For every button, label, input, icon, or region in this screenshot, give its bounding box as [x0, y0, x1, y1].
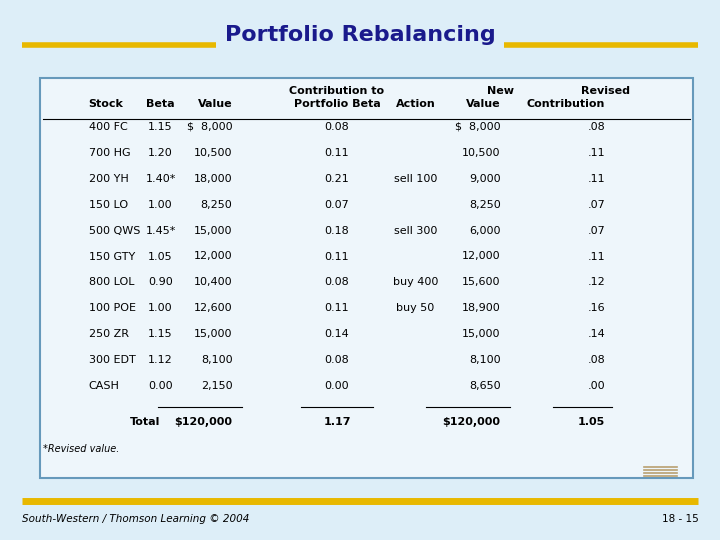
Text: 250 ZR: 250 ZR — [89, 329, 129, 339]
Text: 0.08: 0.08 — [325, 278, 349, 287]
Text: 100 POE: 100 POE — [89, 303, 135, 313]
Text: 0.11: 0.11 — [325, 148, 349, 158]
Text: .08: .08 — [588, 122, 605, 132]
Text: 15,000: 15,000 — [194, 226, 233, 235]
Text: buy 400: buy 400 — [393, 278, 438, 287]
Text: Action: Action — [395, 99, 436, 109]
Text: *Revised value.: *Revised value. — [43, 444, 120, 454]
Text: 12,600: 12,600 — [194, 303, 233, 313]
Text: 1.00: 1.00 — [148, 200, 173, 210]
Text: New: New — [487, 85, 514, 96]
Text: .11: .11 — [588, 252, 605, 261]
Text: buy 50: buy 50 — [397, 303, 435, 313]
Text: Portfolio Rebalancing: Portfolio Rebalancing — [225, 25, 495, 45]
Text: 8,650: 8,650 — [469, 381, 500, 391]
Text: 0.07: 0.07 — [325, 200, 349, 210]
Text: 1.05: 1.05 — [148, 252, 173, 261]
Text: 12,000: 12,000 — [194, 252, 233, 261]
Text: Contribution to: Contribution to — [289, 85, 384, 96]
Text: 200 YH: 200 YH — [89, 174, 128, 184]
Text: 0.14: 0.14 — [325, 329, 349, 339]
Text: Contribution: Contribution — [527, 99, 605, 109]
Text: 1.12: 1.12 — [148, 355, 173, 365]
Text: 15,600: 15,600 — [462, 278, 500, 287]
Text: 15,000: 15,000 — [194, 329, 233, 339]
Text: Beta: Beta — [146, 99, 175, 109]
Text: .16: .16 — [588, 303, 605, 313]
Text: 6,000: 6,000 — [469, 226, 500, 235]
Text: Value: Value — [198, 99, 233, 109]
Text: $  8,000: $ 8,000 — [186, 122, 233, 132]
Text: 18,000: 18,000 — [194, 174, 233, 184]
Text: 500 QWS: 500 QWS — [89, 226, 140, 235]
Text: 1.00: 1.00 — [148, 303, 173, 313]
Text: $  8,000: $ 8,000 — [455, 122, 500, 132]
Text: .00: .00 — [588, 381, 605, 391]
Text: .07: .07 — [588, 226, 605, 235]
Text: 18,900: 18,900 — [462, 303, 500, 313]
Text: 150 GTY: 150 GTY — [89, 252, 135, 261]
Text: 1.05: 1.05 — [578, 417, 605, 427]
Text: 0.90: 0.90 — [148, 278, 173, 287]
Text: 0.00: 0.00 — [325, 381, 349, 391]
Text: South-Western / Thomson Learning © 2004: South-Western / Thomson Learning © 2004 — [22, 515, 249, 524]
Text: 150 LO: 150 LO — [89, 200, 127, 210]
Text: 800 LOL: 800 LOL — [89, 278, 134, 287]
Text: 9,000: 9,000 — [469, 174, 500, 184]
Text: 0.18: 0.18 — [325, 226, 349, 235]
Text: 8,250: 8,250 — [469, 200, 500, 210]
Text: 1.15: 1.15 — [148, 122, 173, 132]
Text: 1.20: 1.20 — [148, 148, 173, 158]
Text: 2,150: 2,150 — [201, 381, 233, 391]
Text: sell 100: sell 100 — [394, 174, 437, 184]
Text: Total: Total — [130, 417, 161, 427]
Text: $120,000: $120,000 — [443, 417, 500, 427]
Text: 0.00: 0.00 — [148, 381, 173, 391]
Text: 700 HG: 700 HG — [89, 148, 130, 158]
Text: .07: .07 — [588, 200, 605, 210]
Text: CASH: CASH — [89, 381, 120, 391]
Text: .08: .08 — [588, 355, 605, 365]
Text: 1.15: 1.15 — [148, 329, 173, 339]
Text: 0.08: 0.08 — [325, 355, 349, 365]
Text: 0.08: 0.08 — [325, 122, 349, 132]
Text: Value: Value — [466, 99, 500, 109]
Text: Revised: Revised — [580, 85, 629, 96]
Text: 12,000: 12,000 — [462, 252, 500, 261]
Text: Stock: Stock — [89, 99, 124, 109]
Text: 8,250: 8,250 — [201, 200, 233, 210]
Text: $120,000: $120,000 — [174, 417, 233, 427]
Text: .14: .14 — [588, 329, 605, 339]
Text: 0.11: 0.11 — [325, 252, 349, 261]
Text: sell 300: sell 300 — [394, 226, 437, 235]
Text: 10,500: 10,500 — [194, 148, 233, 158]
Text: .12: .12 — [588, 278, 605, 287]
Text: Portfolio Beta: Portfolio Beta — [294, 99, 380, 109]
Text: 400 FC: 400 FC — [89, 122, 127, 132]
Text: 10,400: 10,400 — [194, 278, 233, 287]
Text: 8,100: 8,100 — [469, 355, 500, 365]
Text: 18 - 15: 18 - 15 — [662, 515, 698, 524]
Text: 10,500: 10,500 — [462, 148, 500, 158]
Text: 300 EDT: 300 EDT — [89, 355, 135, 365]
Text: 0.21: 0.21 — [325, 174, 349, 184]
Text: 1.45*: 1.45* — [145, 226, 176, 235]
Text: 1.17: 1.17 — [323, 417, 351, 427]
Text: 1.40*: 1.40* — [145, 174, 176, 184]
Text: 8,100: 8,100 — [201, 355, 233, 365]
FancyBboxPatch shape — [40, 78, 693, 478]
Text: 0.11: 0.11 — [325, 303, 349, 313]
Text: .11: .11 — [588, 174, 605, 184]
Text: 15,000: 15,000 — [462, 329, 500, 339]
Text: .11: .11 — [588, 148, 605, 158]
